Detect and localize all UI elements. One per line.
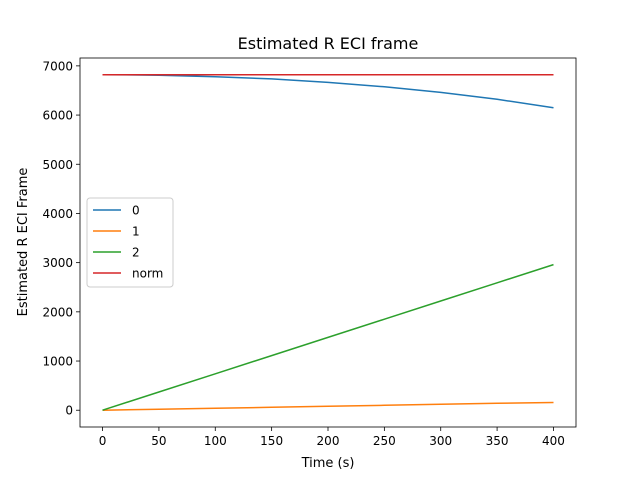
- y-tick-label: 1000: [42, 355, 73, 369]
- series-line-1: [102, 401, 554, 411]
- legend-label-norm: norm: [132, 267, 163, 281]
- x-tick-label: 50: [151, 434, 166, 448]
- x-tick-label: 0: [99, 434, 107, 448]
- x-axis-ticks: 0 50 100 150 200 250 300 350 400: [99, 427, 565, 448]
- x-tick-label: 250: [373, 434, 396, 448]
- y-tick-label: 6000: [42, 109, 73, 123]
- legend-label-2: 2: [132, 246, 140, 260]
- x-tick-label: 150: [260, 434, 283, 448]
- x-tick-label: 200: [317, 434, 340, 448]
- x-axis-label: Time (s): [301, 456, 355, 471]
- x-tick-label: 400: [542, 434, 565, 448]
- y-tick-label: 4000: [42, 207, 73, 221]
- y-tick-label: 7000: [42, 59, 73, 73]
- legend-box: [86, 197, 174, 288]
- y-axis-label: Estimated R ECI Frame: [16, 168, 31, 317]
- series-layer: [102, 73, 554, 411]
- legend-label-1: 1: [132, 225, 140, 239]
- x-tick-label: 300: [429, 434, 452, 448]
- series-line-2: [102, 263, 554, 411]
- y-axis-ticks: 0 1000 2000 3000 4000 5000 6000 7000: [42, 59, 80, 418]
- x-tick-label: 100: [204, 434, 227, 448]
- legend-label-0: 0: [132, 204, 140, 218]
- legend: 0 1 2 norm: [86, 197, 174, 288]
- chart-title: Estimated R ECI frame: [238, 34, 419, 53]
- y-tick-label: 2000: [42, 305, 73, 319]
- series-line-0: [102, 73, 554, 109]
- y-tick-label: 5000: [42, 158, 73, 172]
- y-tick-label: 0: [65, 404, 73, 418]
- y-tick-label: 3000: [42, 256, 73, 270]
- x-tick-label: 350: [486, 434, 509, 448]
